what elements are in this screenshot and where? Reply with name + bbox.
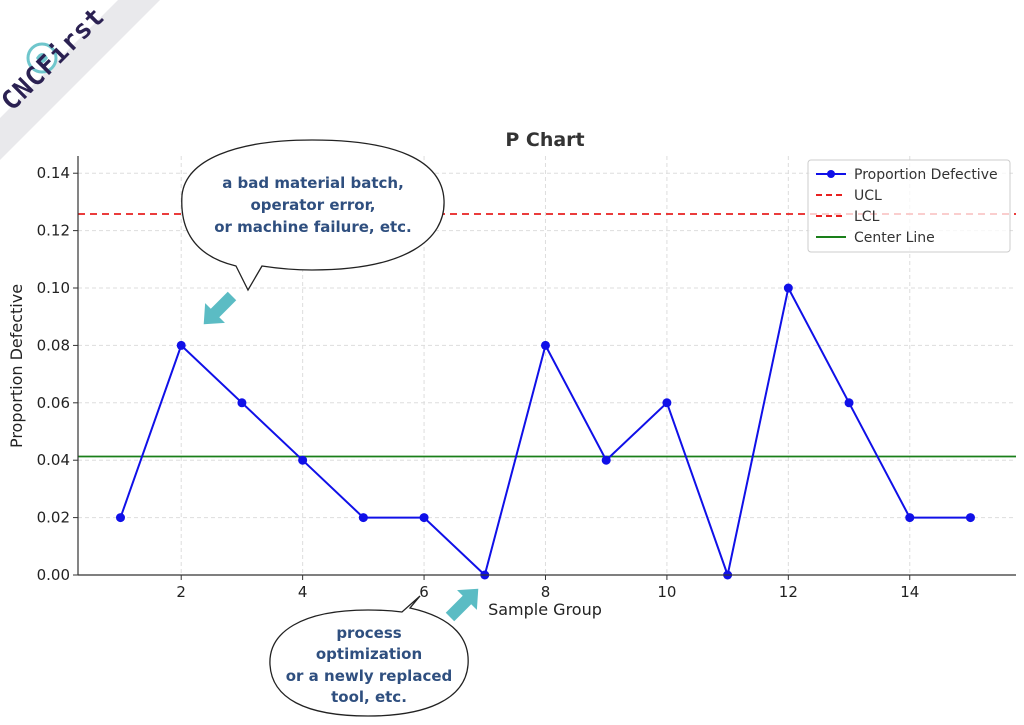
y-axis-label: Proportion Defective (7, 284, 26, 448)
brand-logo-icon (26, 42, 58, 74)
legend-label-center-line: Center Line (854, 230, 935, 246)
data-point (601, 455, 611, 465)
bottom-annotation-bubble: process optimization or a newly replaced… (269, 595, 469, 717)
top-bubble-shape (181, 139, 445, 292)
x-tick-label: 6 (419, 583, 429, 601)
x-tick-label: 14 (900, 583, 919, 601)
x-tick-label: 10 (657, 583, 676, 601)
series-layer (115, 283, 975, 580)
data-point (237, 398, 247, 408)
data-point (844, 398, 854, 408)
axes: 0.00 0.02 0.04 0.06 0.08 0.10 0.12 0.14 2 4 6 8 10 12… (37, 156, 1016, 601)
bottom-arrow-icon (445, 588, 479, 622)
bottom-bubble-line-2: optimization (316, 645, 422, 663)
legend: Proportion Defective UCL LCL Center Line (807, 159, 1011, 253)
y-tick-label: 0.02 (37, 509, 70, 527)
y-tick-label: 0.14 (37, 164, 70, 182)
top-annotation-bubble: a bad material batch, operator error, or… (181, 139, 445, 292)
y-tick-label: 0.12 (37, 222, 70, 240)
legend-box (807, 159, 1011, 253)
chart-title: P Chart (505, 129, 584, 151)
legend-entry-lcl: LCL (816, 209, 880, 225)
y-tick-label: 0.10 (37, 279, 70, 297)
y-tick-label: 0.08 (37, 336, 70, 354)
legend-label-ucl: UCL (854, 188, 882, 204)
legend-label-lcl: LCL (854, 209, 880, 225)
data-point (176, 340, 186, 350)
y-tick-label: 0.04 (37, 451, 70, 469)
legend-label-proportion-defective: Proportion Defective (854, 167, 998, 183)
brand-banner: CNCFirst (0, 0, 160, 160)
data-point (115, 513, 125, 523)
data-point (540, 340, 550, 350)
top-arrow-icon (203, 291, 237, 325)
x-tick-label: 2 (176, 583, 186, 601)
data-point (298, 455, 308, 465)
x-axis-label: Sample Group (488, 600, 602, 619)
data-point (905, 513, 915, 523)
data-point (419, 513, 429, 523)
legend-entry-ucl: UCL (816, 188, 882, 204)
data-point (662, 398, 672, 408)
top-bubble-line-3: or machine failure, etc. (214, 218, 412, 236)
bottom-bubble-shape (269, 595, 469, 717)
legend-entry-center-line: Center Line (816, 230, 935, 246)
top-bubble-line-1: a bad material batch, (222, 174, 404, 192)
y-tick-label: 0.00 (37, 566, 70, 584)
bottom-bubble-line-3: or a newly replaced (286, 667, 453, 685)
bottom-bubble-line-4: tool, etc. (331, 688, 407, 706)
data-point (965, 513, 975, 523)
x-tick-label: 4 (298, 583, 308, 601)
x-tick-label: 8 (541, 583, 551, 601)
data-point (358, 513, 368, 523)
data-point (783, 283, 793, 293)
x-tick-label: 12 (779, 583, 798, 601)
legend-entry-proportion-defective: Proportion Defective (816, 167, 998, 183)
y-tick-label: 0.06 (37, 394, 70, 412)
bottom-bubble-line-1: process (336, 624, 401, 642)
top-bubble-line-2: operator error, (251, 196, 376, 214)
